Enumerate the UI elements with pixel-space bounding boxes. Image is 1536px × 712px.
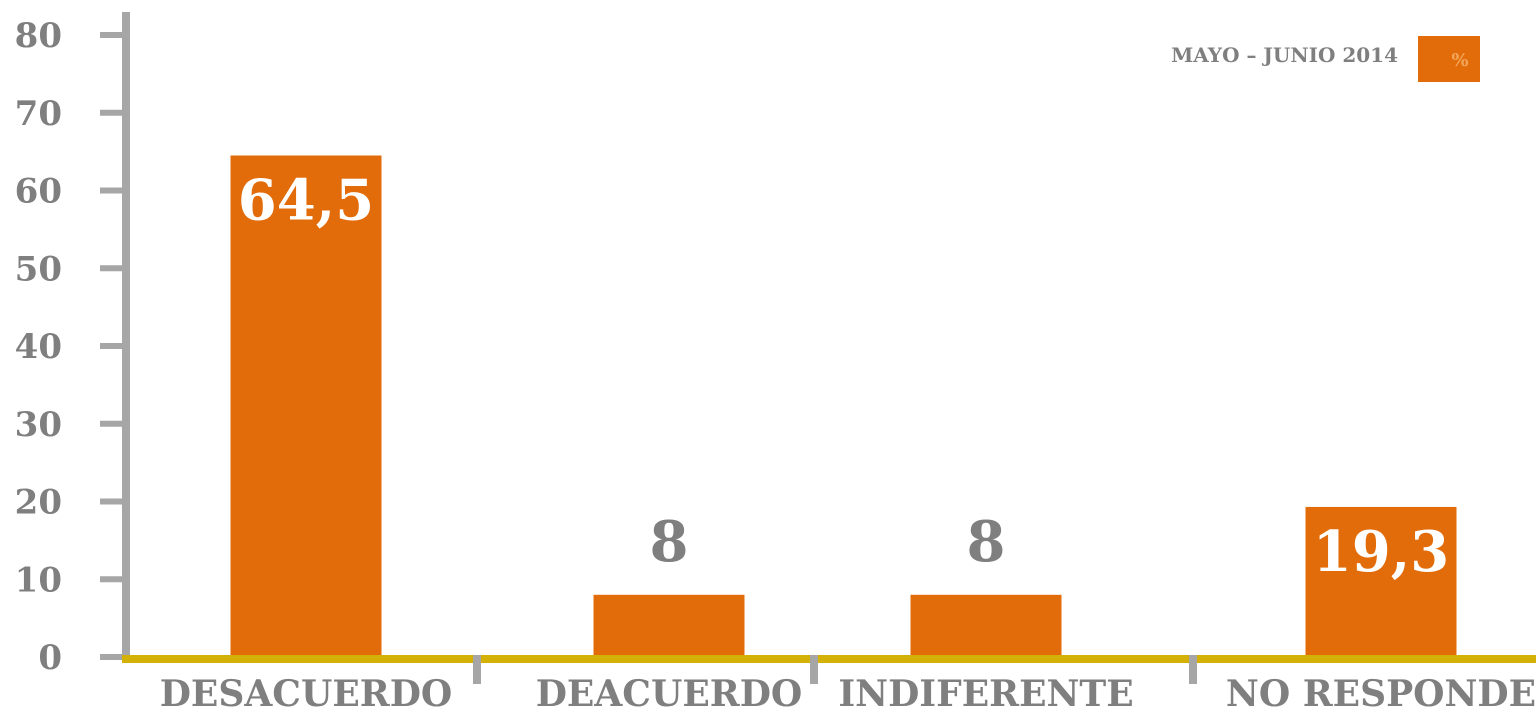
y-tick-label: 40 (15, 327, 62, 367)
category-label: DESACUERDO (160, 673, 453, 712)
category-label: NO RESPONDE (1226, 673, 1536, 712)
data-label: 19,3 (1313, 519, 1449, 585)
y-tick-label: 80 (15, 16, 62, 56)
y-tick-label: 0 (38, 638, 62, 678)
y-tick-label: 60 (15, 172, 62, 212)
data-label: 64,5 (238, 168, 374, 234)
y-tick-label: 10 (15, 560, 62, 600)
legend-entry: % (1451, 50, 1468, 71)
data-label: 8 (650, 509, 689, 575)
category-labels: DESACUERDO DEACUERDO INDIFERENTE NO RESPOND… (160, 673, 1536, 712)
legend: MAYO – JUNIO 2014 % (1171, 36, 1480, 82)
bar (230, 155, 382, 657)
y-axis-ticks: 0 10 20 30 40 50 60 70 80 (15, 16, 126, 678)
bars (230, 155, 1457, 657)
bar (1305, 506, 1457, 657)
y-tick-label: 70 (15, 94, 62, 134)
value-labels: 64,5 8 8 19,3 (238, 168, 1449, 585)
data-label: 8 (967, 509, 1006, 575)
legend-title: MAYO – JUNIO 2014 (1171, 43, 1398, 67)
bar (593, 594, 745, 657)
category-label: INDIFERENTE (838, 673, 1133, 712)
bar (910, 594, 1062, 657)
legend-swatch (1418, 36, 1480, 82)
y-tick-label: 50 (15, 249, 62, 289)
x-axis-ticks (473, 655, 1197, 684)
y-tick-label: 30 (15, 405, 62, 445)
y-tick-label: 20 (15, 483, 62, 523)
category-label: DEACUERDO (536, 673, 803, 712)
